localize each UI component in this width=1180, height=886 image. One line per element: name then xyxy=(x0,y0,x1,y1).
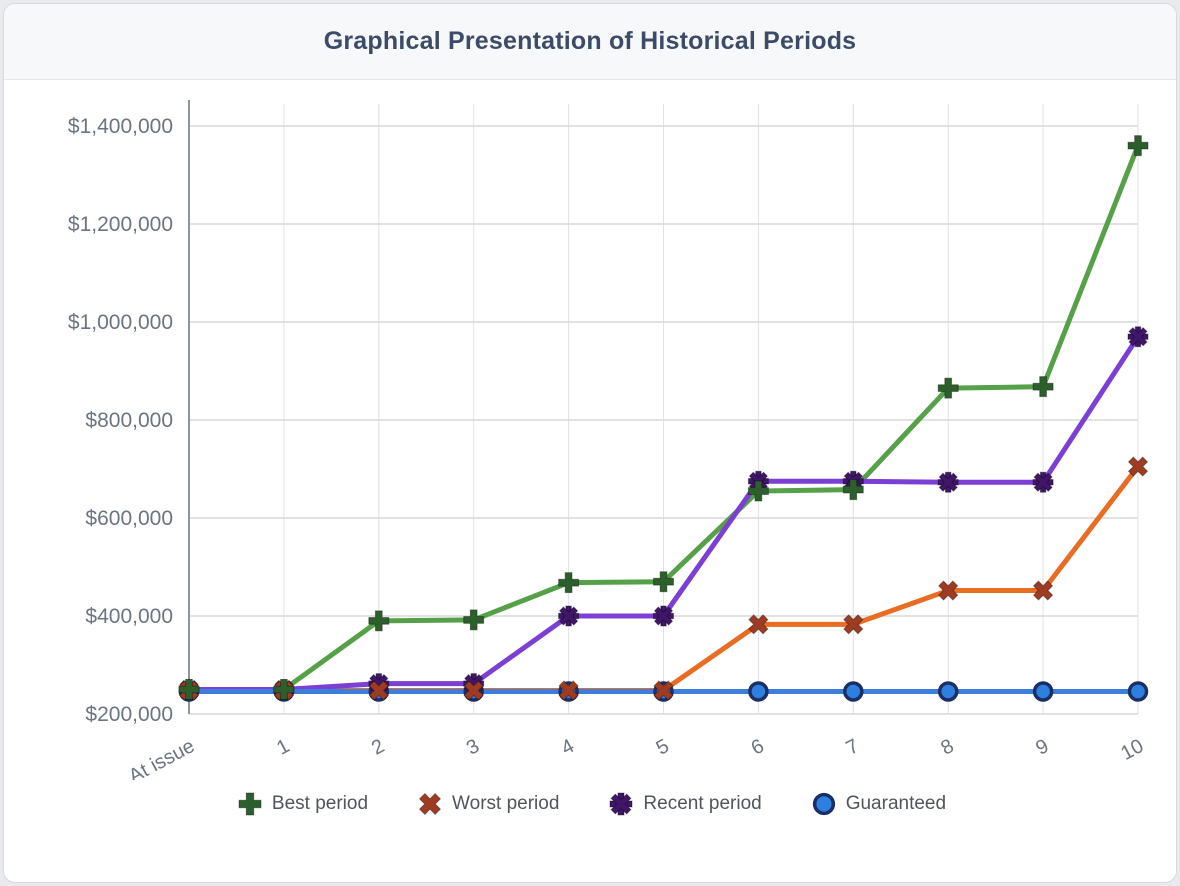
best-period-markers xyxy=(178,135,1149,700)
legend-item-recent-period[interactable]: Recent period xyxy=(605,788,762,820)
chart-title: Graphical Presentation of Historical Per… xyxy=(323,27,857,55)
x-axis-tick-label: 10 xyxy=(1117,735,1147,765)
x-axis-tick-label: 3 xyxy=(463,735,483,760)
legend-item-guaranteed[interactable]: Guaranteed xyxy=(808,788,946,820)
y-axis-tick-label: $1,200,000 xyxy=(68,213,173,236)
y-axis-tick-label: $400,000 xyxy=(85,605,173,628)
legend-label: Best period xyxy=(271,793,369,814)
y-axis-tick-label: $1,400,000 xyxy=(68,115,173,138)
y-axis-tick-label: $200,000 xyxy=(85,703,173,726)
legend-label: Worst period xyxy=(452,793,560,814)
y-axis-tick-label: $600,000 xyxy=(85,507,173,530)
guaranteed-marker-icon xyxy=(812,792,835,816)
recent-period-marker-icon xyxy=(609,792,633,816)
x-axis-tick-label: 4 xyxy=(558,735,578,760)
x-axis-tick-label: 9 xyxy=(1032,735,1052,760)
chart-plot-area: $200,000 $400,000 $600,000 $800,000 $1,000,0… xyxy=(68,100,1149,780)
legend-label: Recent period xyxy=(643,793,762,814)
chart-card: Graphical Presentation of Historical Per… xyxy=(3,3,1177,883)
legend-item-worst-period[interactable]: Worst period xyxy=(414,788,559,820)
y-axis-tick-label: $800,000 xyxy=(85,409,173,432)
chart: $200,000 $400,000 $600,000 $800,000 $1,000,0… xyxy=(4,80,1176,780)
x-axis-tick-label: 5 xyxy=(653,735,673,760)
x-axis-tick-label: 7 xyxy=(842,735,862,760)
x-axis-tick-label: 6 xyxy=(748,735,768,760)
x-axis-tick-label: 2 xyxy=(368,735,388,760)
legend: Best period Worst period Recent period Guar… xyxy=(4,788,1176,820)
y-axis-tick-label: $1,000,000 xyxy=(68,311,173,334)
legend-item-best-period[interactable]: Best period xyxy=(234,788,368,820)
legend-label: Guaranteed xyxy=(845,793,947,814)
worst-period-marker-icon xyxy=(418,792,442,816)
chart-header: Graphical Presentation of Historical Per… xyxy=(4,4,1176,80)
x-axis-tick-label: 8 xyxy=(937,735,957,760)
best-period-marker-icon xyxy=(238,792,262,816)
x-axis-tick-label: 1 xyxy=(273,735,293,760)
x-axis-tick-label: At issue xyxy=(125,735,198,780)
